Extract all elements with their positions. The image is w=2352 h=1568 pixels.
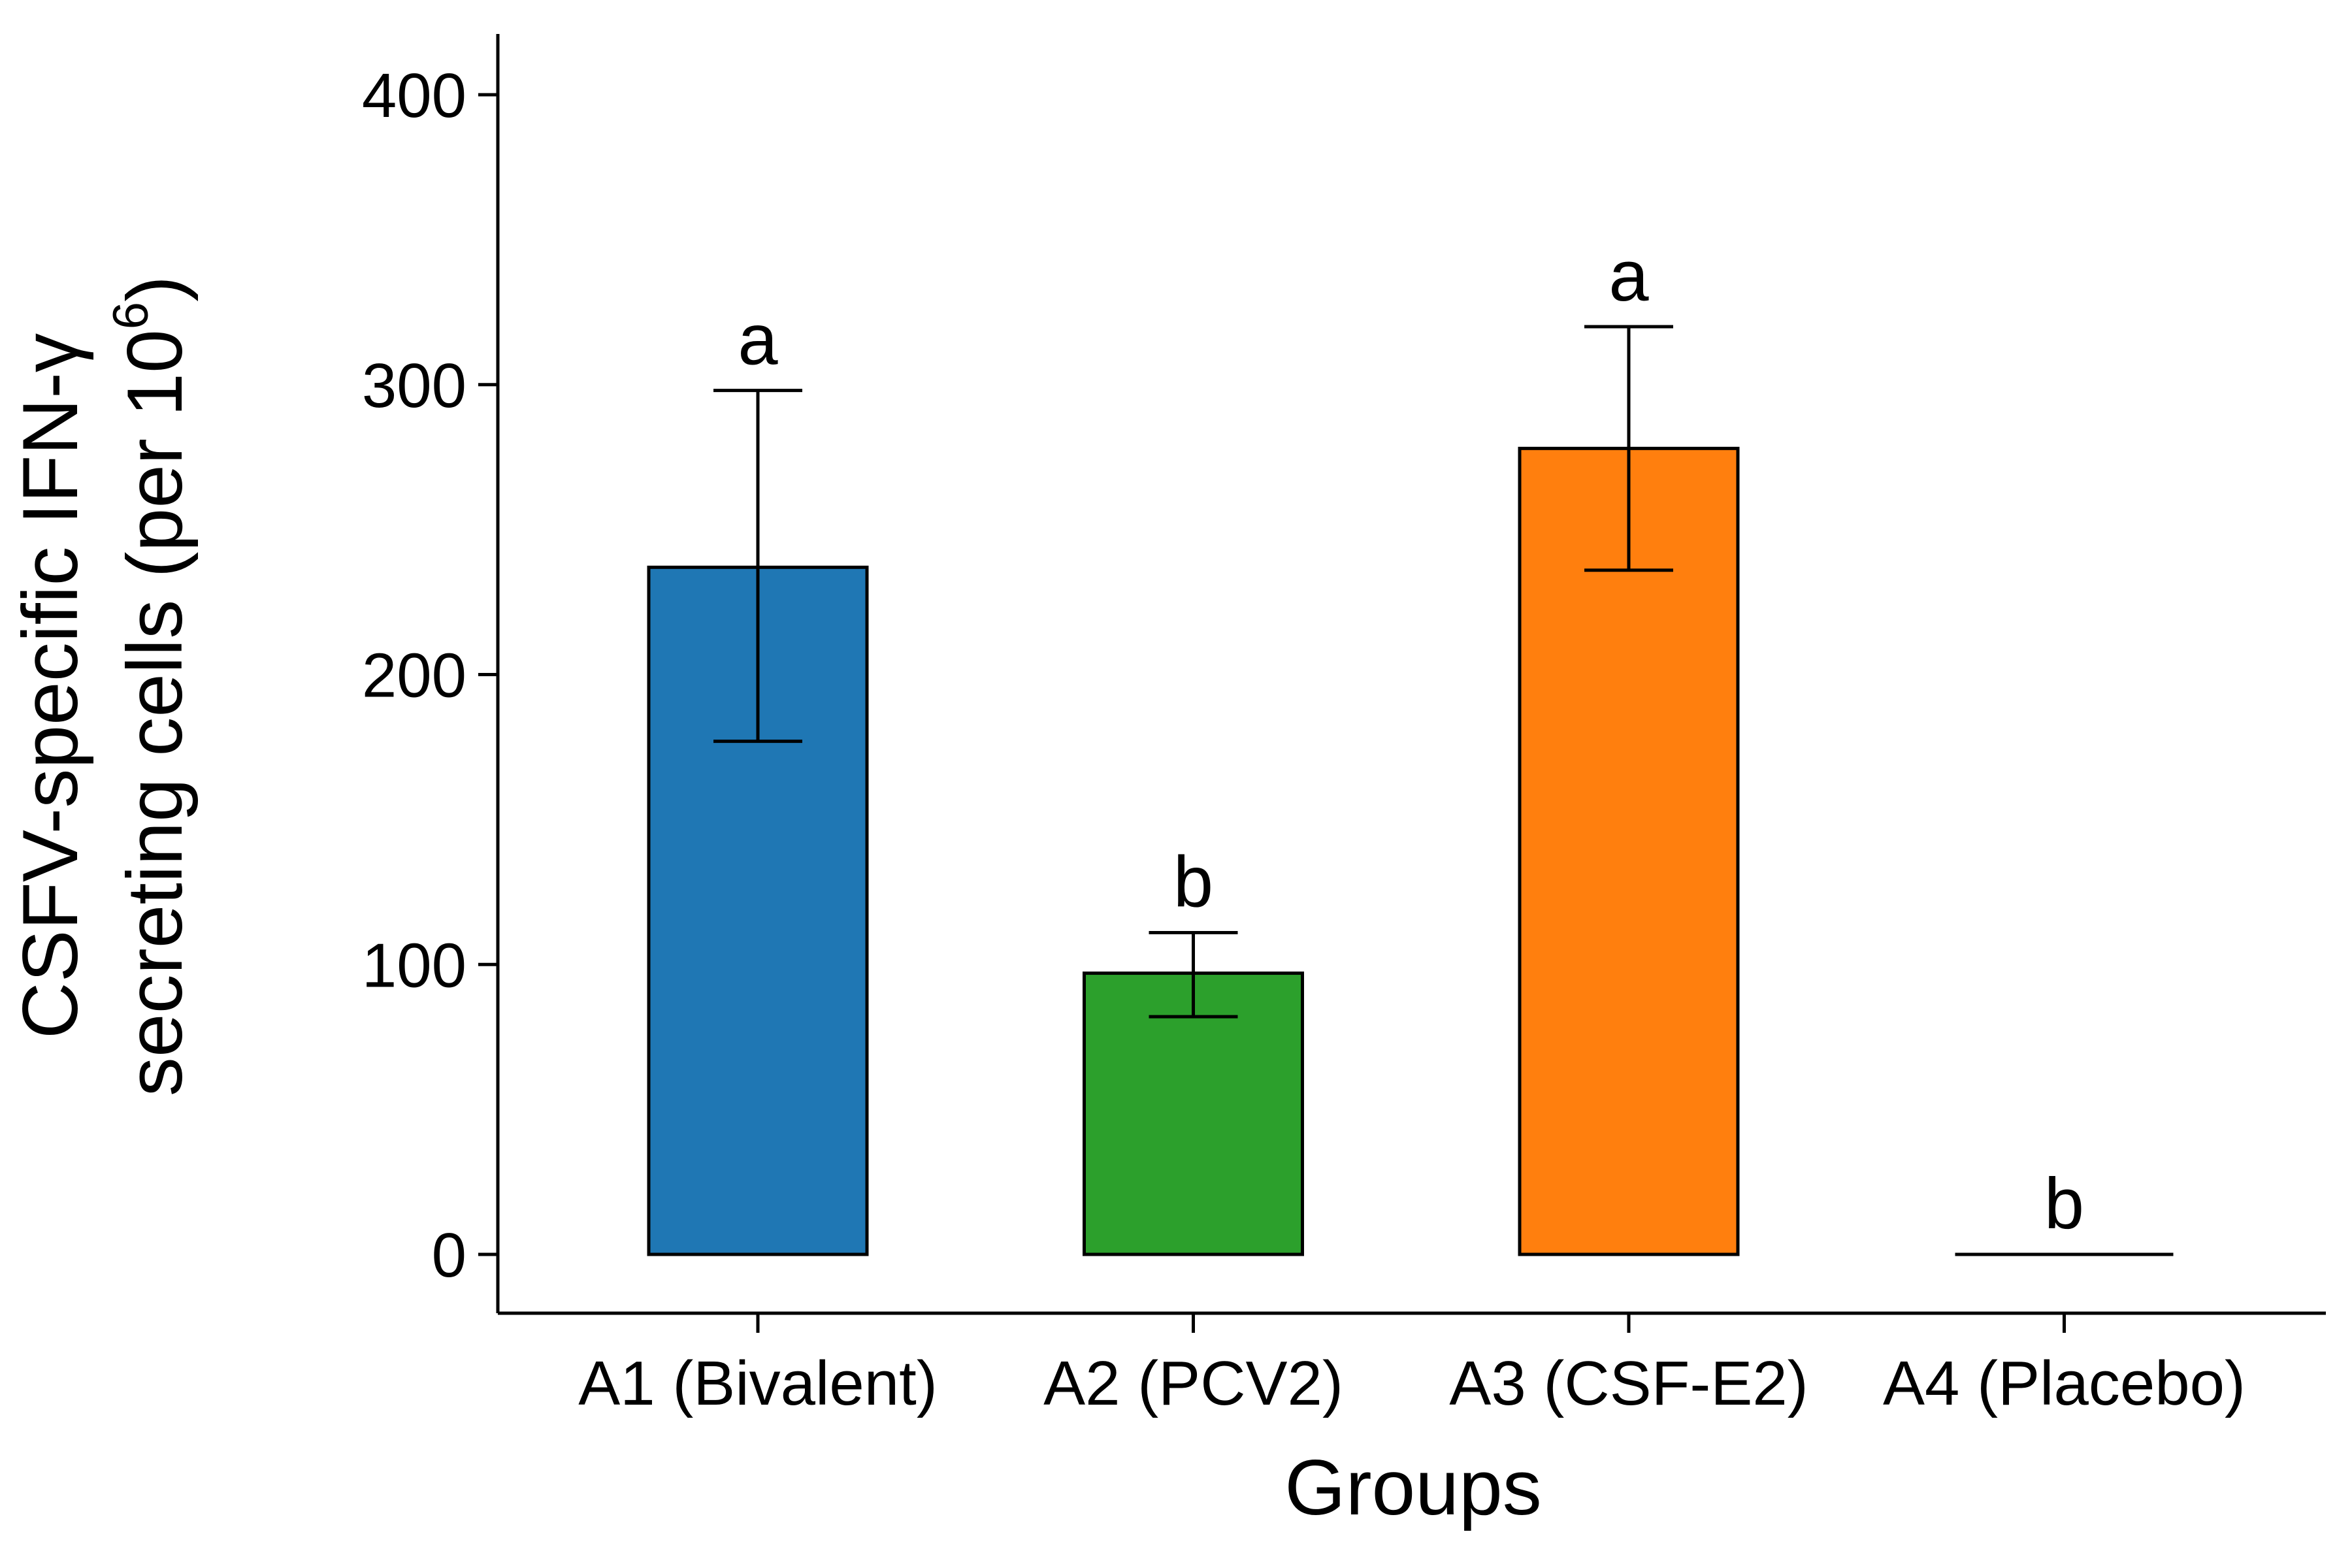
y-tick-label: 100 — [362, 930, 466, 1000]
significance-labels-layer: a b a b — [738, 236, 2084, 1244]
error-bars-layer — [713, 325, 1673, 1019]
y-axis-title-line2-main: secreting cells (per 10 — [111, 329, 199, 1096]
significance-label: b — [2044, 1164, 2084, 1244]
y-axis-title-line2: secreting cells (per 106) — [103, 276, 199, 1096]
x-tick-label: A4 (Placebo) — [1883, 1348, 2246, 1418]
x-tick-label: A2 (PCV2) — [1043, 1348, 1343, 1418]
significance-label: b — [1173, 841, 1213, 922]
y-tick-label: 200 — [362, 641, 466, 711]
y-axis-title-line2-superscript: 6 — [103, 302, 159, 329]
y-axis-title-line2-end: ) — [111, 276, 199, 302]
significance-label: a — [738, 300, 778, 380]
y-axis-title: CSFV-specific IFN-γ secreting cells (per… — [7, 276, 199, 1096]
x-tick-label: A1 (Bivalent) — [578, 1348, 938, 1418]
x-axis-title: Groups — [1284, 1444, 1542, 1531]
significance-label: a — [1609, 236, 1649, 316]
y-axis: 0 100 200 300 400 — [362, 34, 500, 1313]
bar — [1083, 972, 1304, 1256]
y-tick-label: 0 — [432, 1220, 466, 1290]
y-tick-label: 400 — [362, 61, 466, 131]
y-tick-label: 300 — [362, 351, 466, 421]
x-axis: A1 (Bivalent) A2 (PCV2) A3 (CSF-E2) A4 (Pla… — [498, 1311, 2326, 1418]
y-axis-title-line1: CSFV-specific IFN-γ — [7, 333, 94, 1039]
x-tick-label: A3 (CSF-E2) — [1449, 1348, 1808, 1418]
